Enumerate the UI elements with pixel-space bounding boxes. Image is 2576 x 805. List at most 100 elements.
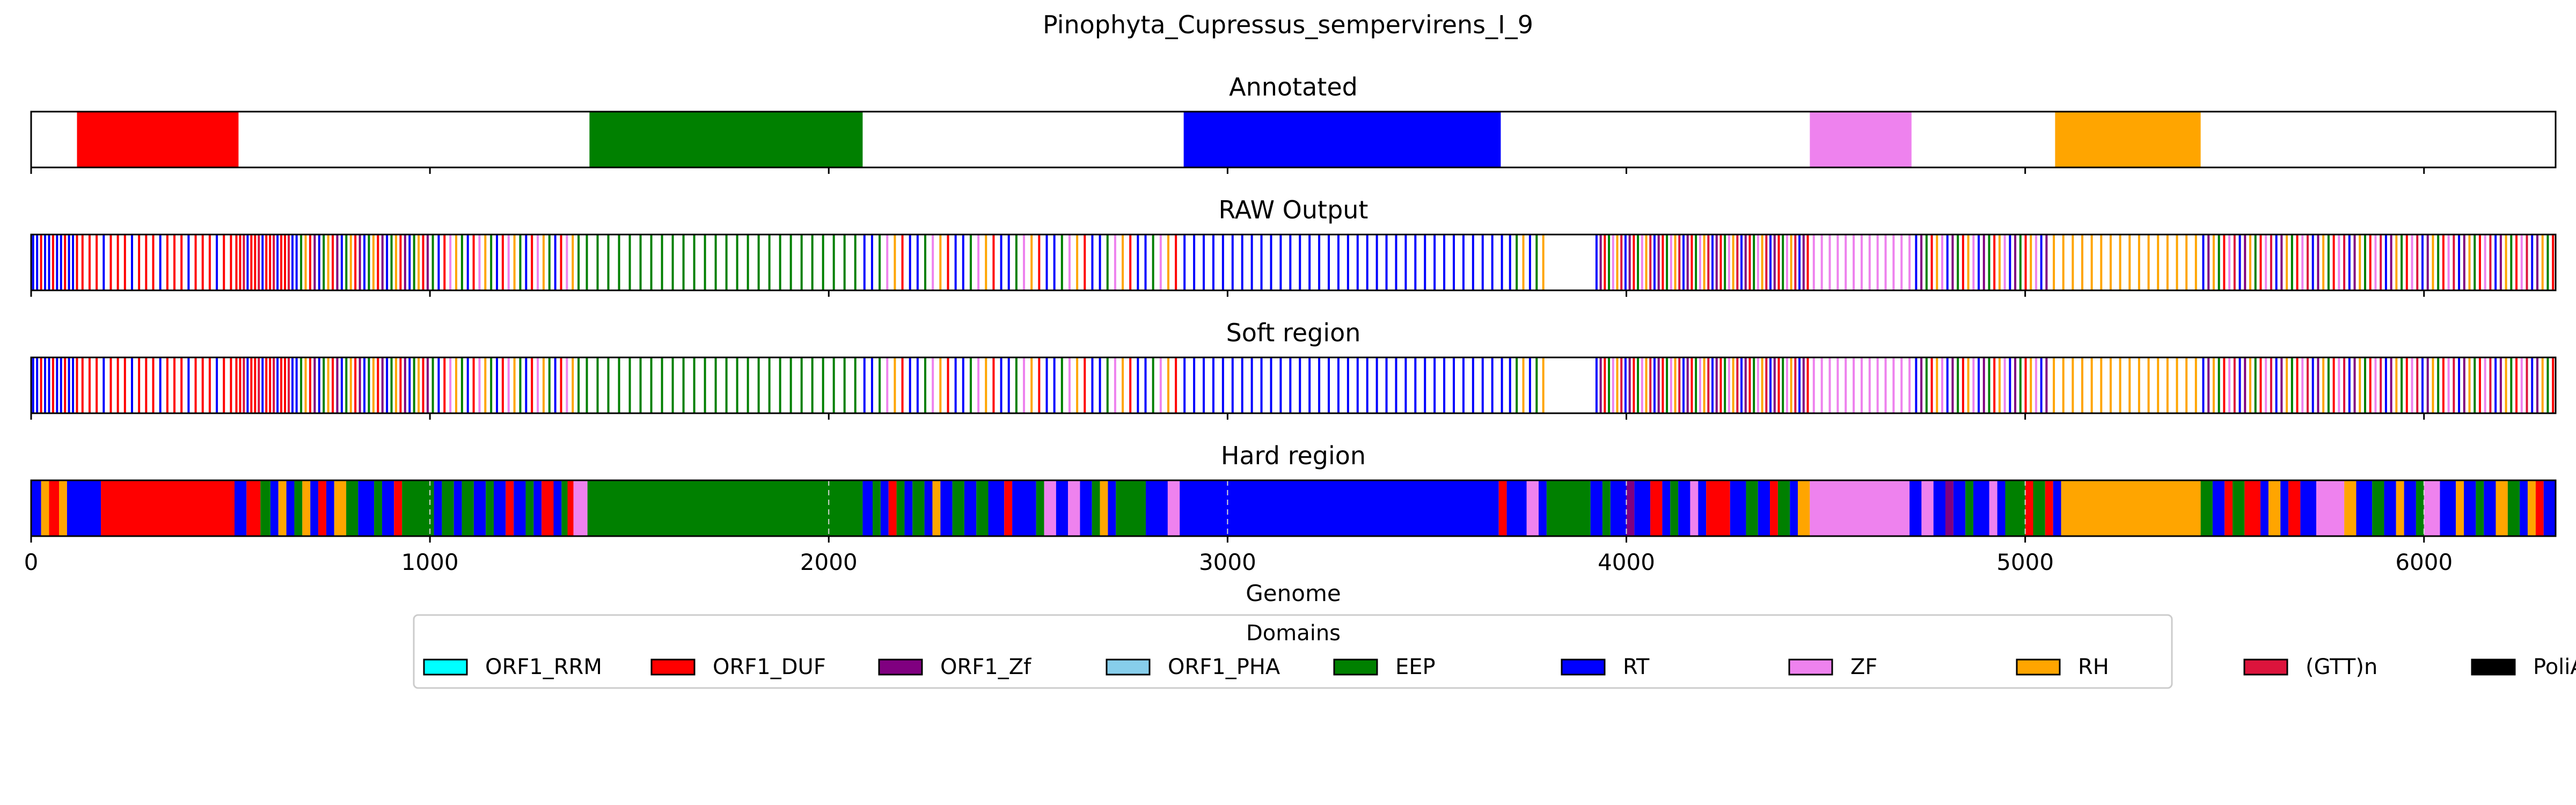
segment-rh xyxy=(2527,480,2536,536)
segment-eep xyxy=(589,112,863,167)
legend-swatch xyxy=(1106,658,1151,676)
x-tick-label: 0 xyxy=(24,549,39,575)
track-frame xyxy=(30,479,2557,537)
segment-eep xyxy=(1092,480,1100,536)
x-tick-label: 4000 xyxy=(1598,549,1655,575)
legend-swatch xyxy=(1333,658,1378,676)
segment-orf1-duf xyxy=(541,480,554,536)
annotated-ticks xyxy=(30,167,2425,174)
legend: Domains ORF1_RRM ORF1_DUF ORF1_Zf ORF1_PHA E… xyxy=(413,614,2576,689)
segment-rt xyxy=(1698,480,1707,536)
legend-item-orf1-rrm: ORF1_RRM xyxy=(423,655,602,679)
segment-rt xyxy=(1662,480,1671,536)
segment-eep xyxy=(294,480,303,536)
figure-title: Pinophyta_Cupressus_sempervirens_I_9 xyxy=(1043,10,1533,39)
legend-swatch xyxy=(878,658,923,676)
segment-orf1-zf xyxy=(1945,480,1953,536)
segment-eep xyxy=(1777,480,1790,536)
panel-hard-region: Hard region xyxy=(30,441,2557,543)
panel-title-soft-region: Soft region xyxy=(1226,318,1361,347)
segment-orf1-duf xyxy=(888,480,897,536)
panel-title-annotated: Annotated xyxy=(1229,72,1358,101)
segment-rt xyxy=(940,480,953,536)
segment-rh xyxy=(2268,480,2281,536)
segment-rt xyxy=(2053,480,2061,536)
legend-item-orf1-pha: ORF1_PHA xyxy=(1106,655,1280,679)
panel-soft-region: Soft region xyxy=(30,318,2557,420)
segment-eep xyxy=(2005,480,2025,536)
segment-eep xyxy=(346,480,358,536)
segment-rh xyxy=(2496,480,2508,536)
segment-eep xyxy=(1116,480,1146,536)
segment-rh xyxy=(2055,112,2201,167)
legend-item-orf1-duf: ORF1_DUF xyxy=(650,655,826,679)
segment-rh xyxy=(2396,480,2404,536)
segment-eep xyxy=(1746,480,1758,536)
segment-rt xyxy=(358,480,375,536)
segment-rt xyxy=(494,480,506,536)
segment-orf1-duf xyxy=(394,480,402,536)
x-axis-label: Genome xyxy=(1246,580,1341,606)
raw-output-track xyxy=(30,233,2557,291)
legend-item-polia: PoliA xyxy=(2471,655,2576,679)
segment-rh xyxy=(932,480,941,536)
segment-rh xyxy=(334,480,347,536)
legend-label: ORF1_RRM xyxy=(485,655,602,679)
segment-eep xyxy=(2200,480,2213,536)
segment-rt xyxy=(2520,480,2528,536)
segment-rh xyxy=(302,480,311,536)
legend-item-eep: EEP xyxy=(1333,655,1436,679)
segment-rt xyxy=(2484,480,2496,536)
segment-orf1-duf xyxy=(246,480,261,536)
segment-rt xyxy=(1933,480,1946,536)
segment-eep xyxy=(912,480,925,536)
segment-orf1-duf xyxy=(1770,480,1778,536)
segment-zf xyxy=(1167,480,1180,536)
x-tick-label: 6000 xyxy=(2395,549,2453,575)
segment-rt xyxy=(904,480,913,536)
segment-rt xyxy=(1730,480,1746,536)
legend-item-rt: RT xyxy=(1561,655,1650,679)
legend-swatch xyxy=(2016,658,2061,676)
segment-rh xyxy=(1100,480,1108,536)
soft-region-ticks xyxy=(30,413,2425,420)
legend-swatch xyxy=(2243,658,2288,676)
legend-items: ORF1_RRM ORF1_DUF ORF1_Zf ORF1_PHA EEP RT ZF RH… xyxy=(423,655,2576,679)
segment-rt xyxy=(382,480,394,536)
x-tick-label: 1000 xyxy=(401,549,459,575)
segment-rt xyxy=(1678,480,1690,536)
segment-zf xyxy=(573,480,588,536)
segment-rt xyxy=(473,480,486,536)
segment-eep xyxy=(561,480,568,536)
raw-output-ticks xyxy=(30,290,2425,297)
legend-swatch xyxy=(1788,658,1833,676)
track-frame xyxy=(30,233,2557,291)
segment-rt xyxy=(1590,480,1602,536)
segment-eep xyxy=(486,480,494,536)
segment-rh xyxy=(1798,480,1810,536)
soft-region-track xyxy=(30,356,2557,414)
segment-orf1-duf xyxy=(1650,480,1663,536)
segment-rt xyxy=(326,480,334,536)
legend-label: ZF xyxy=(1850,655,1877,679)
segment-zf xyxy=(2316,480,2345,536)
segment-eep xyxy=(2033,480,2045,536)
segment-orf1-duf xyxy=(77,112,239,167)
segment-zf xyxy=(1810,480,1910,536)
segment-orf1-duf xyxy=(101,480,235,536)
segment-rt xyxy=(310,480,319,536)
segment-orf1-duf xyxy=(2025,480,2033,536)
segment-eep xyxy=(462,480,474,536)
segment-rh xyxy=(278,480,287,536)
segment-eep xyxy=(896,480,905,536)
segment-eep xyxy=(2233,480,2245,536)
segment-zf xyxy=(1810,112,1912,167)
segment-rt xyxy=(2280,480,2289,536)
segment-rt xyxy=(1183,112,1501,167)
legend-label: EEP xyxy=(1395,655,1436,679)
legend-item-orf1-zf: ORF1_Zf xyxy=(878,655,1031,679)
segment-orf1-duf xyxy=(1706,480,1730,536)
legend-label: PoliA xyxy=(2533,655,2576,679)
segment-eep xyxy=(374,480,382,536)
legend-item-rh: RH xyxy=(2016,655,2109,679)
